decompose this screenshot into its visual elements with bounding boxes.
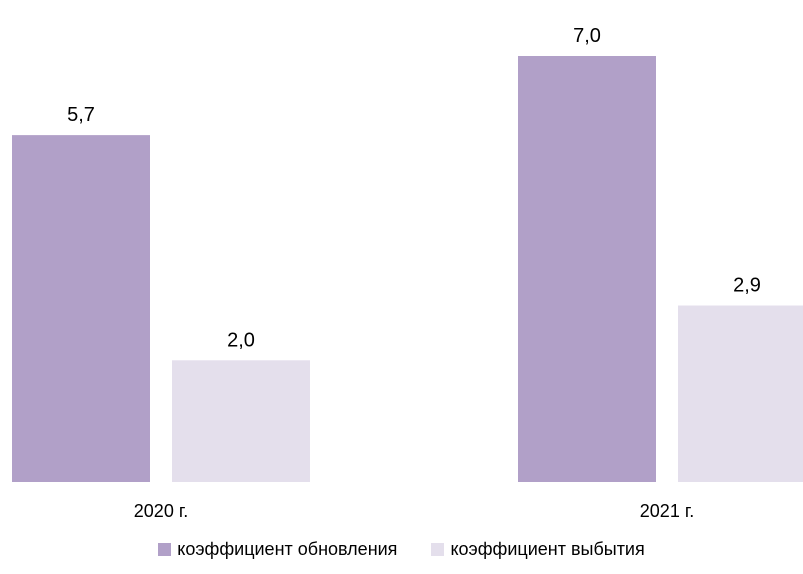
bar-retirement-1: [678, 305, 803, 482]
category-label-1: 2021 г.: [640, 501, 694, 521]
legend-label-retirement: коэффициент выбытия: [450, 539, 645, 559]
category-label-0: 2020 г.: [134, 501, 188, 521]
data-label-retirement-1: 2,9: [733, 275, 761, 297]
legend-item-renewal: коэффициент обновления: [158, 539, 397, 560]
legend-item-retirement: коэффициент выбытия: [431, 539, 645, 560]
legend-label-renewal: коэффициент обновления: [177, 539, 398, 559]
data-label-retirement-0: 2,0: [227, 329, 255, 351]
bar-renewal-1: [518, 56, 656, 482]
legend-swatch-renewal: [158, 543, 172, 556]
chart-plot: 5,7 2,0 2020 г. 7,0 2,9 2021 г.: [12, 25, 803, 521]
legend: коэффициент обновления коэффициент выбыт…: [0, 539, 803, 560]
data-label-renewal-0: 5,7: [67, 104, 95, 126]
legend-swatch-retirement: [431, 543, 445, 556]
data-label-renewal-1: 7,0: [573, 25, 601, 47]
bar-retirement-0: [172, 360, 310, 482]
bar-renewal-0: [12, 135, 150, 482]
